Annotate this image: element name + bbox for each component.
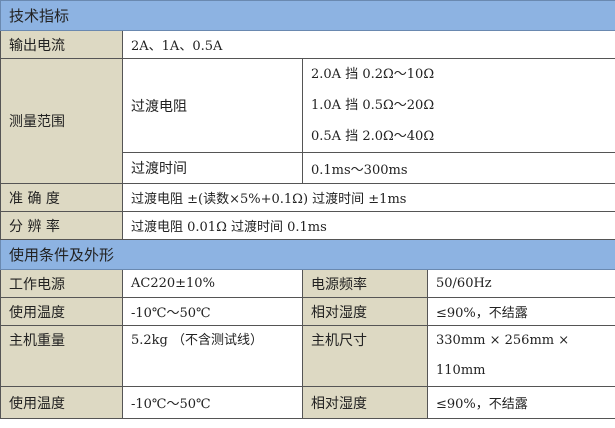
sub-label: 过渡时间 xyxy=(122,152,303,184)
row-value: -10℃～50℃ xyxy=(122,297,303,326)
table-row: 准 确 度 过渡电阻 ±(读数×5%+0.1Ω) 过渡时间 ±1ms xyxy=(0,183,615,212)
table-row: 过渡时间 0.1ms～300ms xyxy=(1,152,615,184)
row-value: 2A、1A、0.5A xyxy=(121,30,615,59)
row-label: 相对湿度 xyxy=(302,297,428,326)
section-header-conditions: 使用条件及外形 xyxy=(0,239,615,270)
row-value: 50/60Hz xyxy=(426,269,615,298)
table-row: 工作电源 AC220±10% 电源频率 50/60Hz xyxy=(0,269,615,298)
range-item: 2.0A 挡 0.2Ω～10Ω xyxy=(311,67,435,82)
table-row: 分 辨 率 过渡电阻 0.01Ω 过渡时间 0.1ms xyxy=(0,211,615,240)
table-row: 测量范围 过渡电阻 2.0A 挡 0.2Ω～10Ω 1.0A 挡 0.5Ω～20… xyxy=(0,58,615,184)
row-label: 使用温度 xyxy=(0,386,123,419)
range-item: 0.5A 挡 2.0Ω～40Ω xyxy=(311,129,435,144)
row-label: 输出电流 xyxy=(0,30,123,59)
table-row: 主机重量 5.2kg （不含测试线） 主机尺寸 330mm × 256mm × … xyxy=(0,325,615,387)
row-label: 相对湿度 xyxy=(302,386,428,419)
row-label: 测量范围 xyxy=(0,58,123,184)
row-value: 0.1ms～300ms xyxy=(301,152,615,184)
row-value: ≤90%，不结露 xyxy=(426,297,615,326)
row-label: 准 确 度 xyxy=(0,183,123,212)
row-value: 过渡电阻 0.01Ω 过渡时间 0.1ms xyxy=(121,211,615,240)
row-value: ≤90%，不结露 xyxy=(426,386,615,419)
range-item: 1.0A 挡 0.5Ω～20Ω xyxy=(311,98,435,113)
row-value: -10℃～50℃ xyxy=(122,386,303,419)
section-header-tech: 技术指标 xyxy=(0,0,615,31)
table-row: 输出电流 2A、1A、0.5A xyxy=(0,30,615,59)
row-label: 主机重量 xyxy=(0,325,123,387)
spec-table: 技术指标 输出电流 2A、1A、0.5A 测量范围 过渡电阻 2.0A 挡 0.… xyxy=(0,0,615,419)
row-value: AC220±10% xyxy=(122,269,303,298)
section-title: 使用条件及外形 xyxy=(0,239,615,270)
row-value: 5.2kg （不含测试线） xyxy=(122,325,303,387)
row-value: 330mm × 256mm × 110mm xyxy=(426,325,615,387)
row-label: 主机尺寸 xyxy=(302,325,428,387)
table-row: 使用温度 -10℃～50℃ 相对湿度 ≤90%，不结露 xyxy=(0,386,615,419)
section-title: 技术指标 xyxy=(0,0,615,31)
row-label: 使用温度 xyxy=(0,297,123,326)
row-label: 电源频率 xyxy=(302,269,428,298)
row-label: 分 辨 率 xyxy=(0,211,123,240)
table-row: 使用温度 -10℃～50℃ 相对湿度 ≤90%，不结露 xyxy=(0,297,615,326)
sub-label: 过渡电阻 xyxy=(122,58,303,153)
row-label: 工作电源 xyxy=(0,269,123,298)
row-value: 过渡电阻 ±(读数×5%+0.1Ω) 过渡时间 ±1ms xyxy=(121,183,615,212)
